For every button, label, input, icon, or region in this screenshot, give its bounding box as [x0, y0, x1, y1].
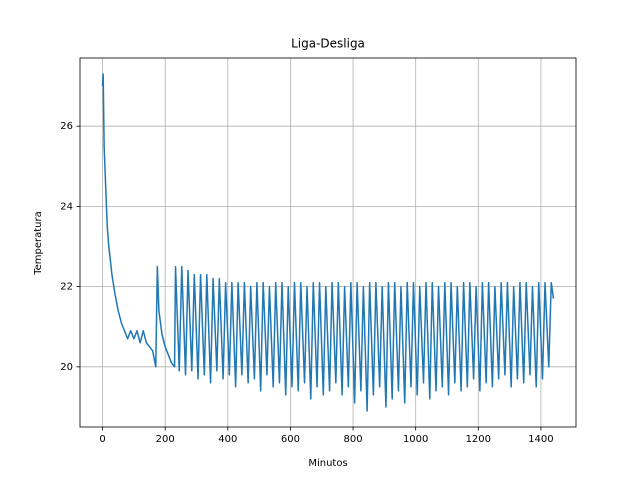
x-tick-label: 1200	[466, 434, 491, 445]
x-tick-label: 0	[99, 434, 105, 445]
x-tick-label: 400	[218, 434, 237, 445]
x-tick-label: 600	[281, 434, 300, 445]
x-tick-label: 1000	[403, 434, 428, 445]
y-tick-label: 20	[60, 362, 73, 373]
y-tick-label: 26	[60, 121, 73, 132]
x-tick-label: 800	[344, 434, 363, 445]
x-tick-label: 1400	[528, 434, 553, 445]
x-axis-label: Minutos	[308, 458, 347, 469]
plot-frame	[79, 57, 577, 428]
x-tick-label: 200	[156, 434, 175, 445]
y-tick-label: 22	[60, 282, 73, 293]
y-axis-label: Temperatura	[33, 211, 44, 276]
data-line	[101, 73, 555, 412]
y-tick-label: 24	[60, 201, 73, 212]
chart-title: Liga-Desliga	[291, 37, 365, 51]
